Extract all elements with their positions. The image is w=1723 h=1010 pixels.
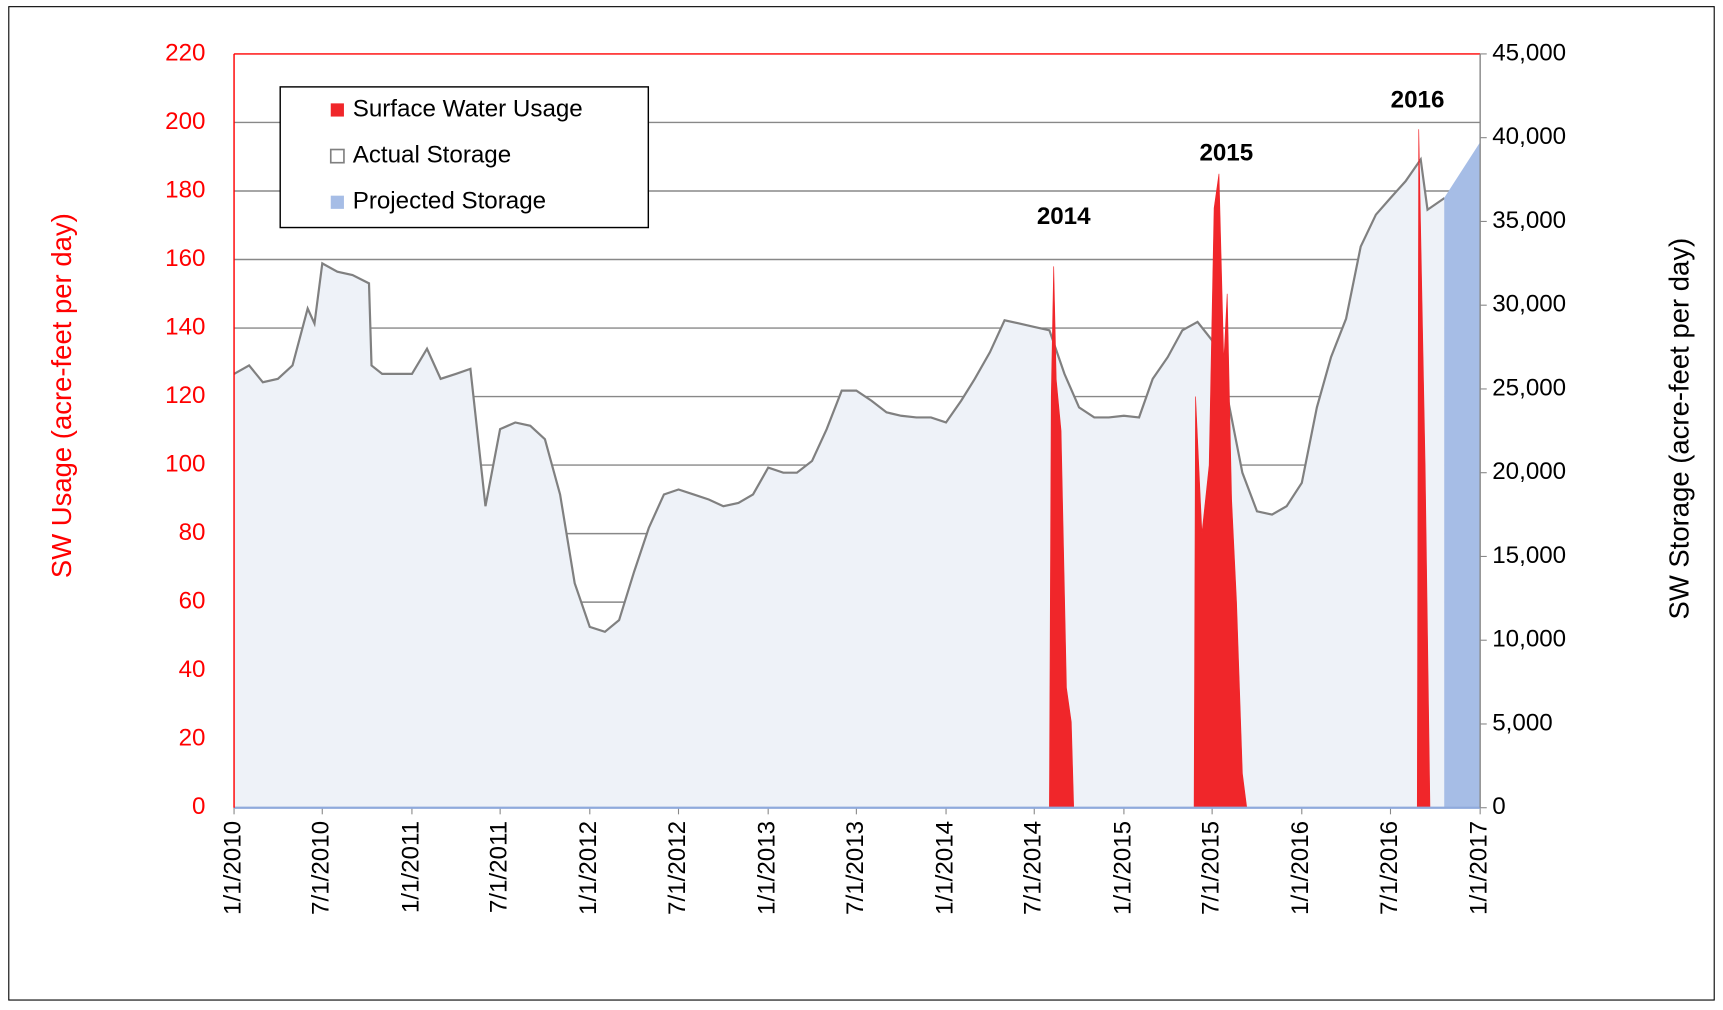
y2-tick-label: 35,000 — [1492, 207, 1566, 234]
y2-tick-label: 15,000 — [1492, 542, 1566, 569]
x-tick-label: 7/1/2013 — [842, 821, 869, 915]
x-tick-label: 1/1/2011 — [397, 821, 424, 913]
x-tick-label: 1/1/2017 — [1466, 821, 1493, 915]
line — [233, 156, 1446, 634]
y2-tick-label: 30,000 — [1492, 291, 1566, 318]
y-tick-label: 200 — [165, 108, 205, 135]
y-tick-label: 140 — [165, 313, 205, 340]
y-tick-label: 160 — [165, 245, 205, 272]
x-tick-label: 7/1/2012 — [664, 821, 691, 915]
y2-tick-label: 25,000 — [1492, 374, 1566, 401]
y-tick-label: 120 — [165, 382, 205, 409]
legend-swatch — [330, 103, 344, 117]
x-tick-label: 1/1/2014 — [931, 821, 958, 915]
y-tick-label: 80 — [179, 519, 206, 546]
annotation: 2014 — [1037, 203, 1091, 230]
x-tick-label: 7/1/2014 — [1020, 821, 1047, 915]
x-tick-label: 7/1/2016 — [1376, 821, 1403, 915]
y2-tick-label: 40,000 — [1492, 123, 1566, 150]
y-tick-label: 220 — [165, 39, 205, 66]
x-tick-label: 1/1/2015 — [1109, 821, 1136, 915]
legend-label: Surface Water Usage — [353, 95, 583, 122]
y-tick-label: 0 — [192, 793, 205, 820]
x-tick-label: 1/1/2016 — [1287, 821, 1314, 915]
annotation: 2016 — [1391, 87, 1445, 114]
legend-swatch — [330, 195, 344, 209]
annotation: 2015 — [1199, 139, 1253, 166]
y2-axis-label: SW Storage (acre-feet per day) — [1663, 238, 1694, 620]
y2-tick-label: 45,000 — [1492, 39, 1566, 66]
y-tick-label: 100 — [165, 450, 205, 477]
x-tick-label: 1/1/2010 — [219, 821, 246, 915]
x-tick-label: 7/1/2015 — [1198, 821, 1225, 915]
legend-swatch — [329, 148, 345, 164]
legend-label: Actual Storage — [353, 142, 511, 169]
y2-tick-label: 5,000 — [1492, 709, 1552, 736]
y2-tick-label: 10,000 — [1492, 626, 1566, 653]
y2-tick-label: 0 — [1492, 793, 1505, 820]
x-tick-label: 1/1/2013 — [754, 821, 781, 915]
x-tick-label: 1/1/2012 — [575, 821, 602, 915]
y-axis-label: SW Usage (acre-feet per day) — [46, 213, 77, 578]
area-fill — [234, 159, 1445, 808]
y-tick-label: 20 — [179, 725, 206, 752]
legend-label: Projected Storage — [353, 188, 546, 215]
y-tick-label: 60 — [179, 588, 206, 615]
y-tick-label: 40 — [179, 656, 206, 683]
area — [1444, 141, 1481, 809]
x-tick-label: 7/1/2011 — [486, 821, 513, 913]
y2-tick-label: 20,000 — [1492, 458, 1566, 485]
x-tick-label: 7/1/2010 — [308, 821, 335, 915]
y-tick-label: 180 — [165, 176, 205, 203]
